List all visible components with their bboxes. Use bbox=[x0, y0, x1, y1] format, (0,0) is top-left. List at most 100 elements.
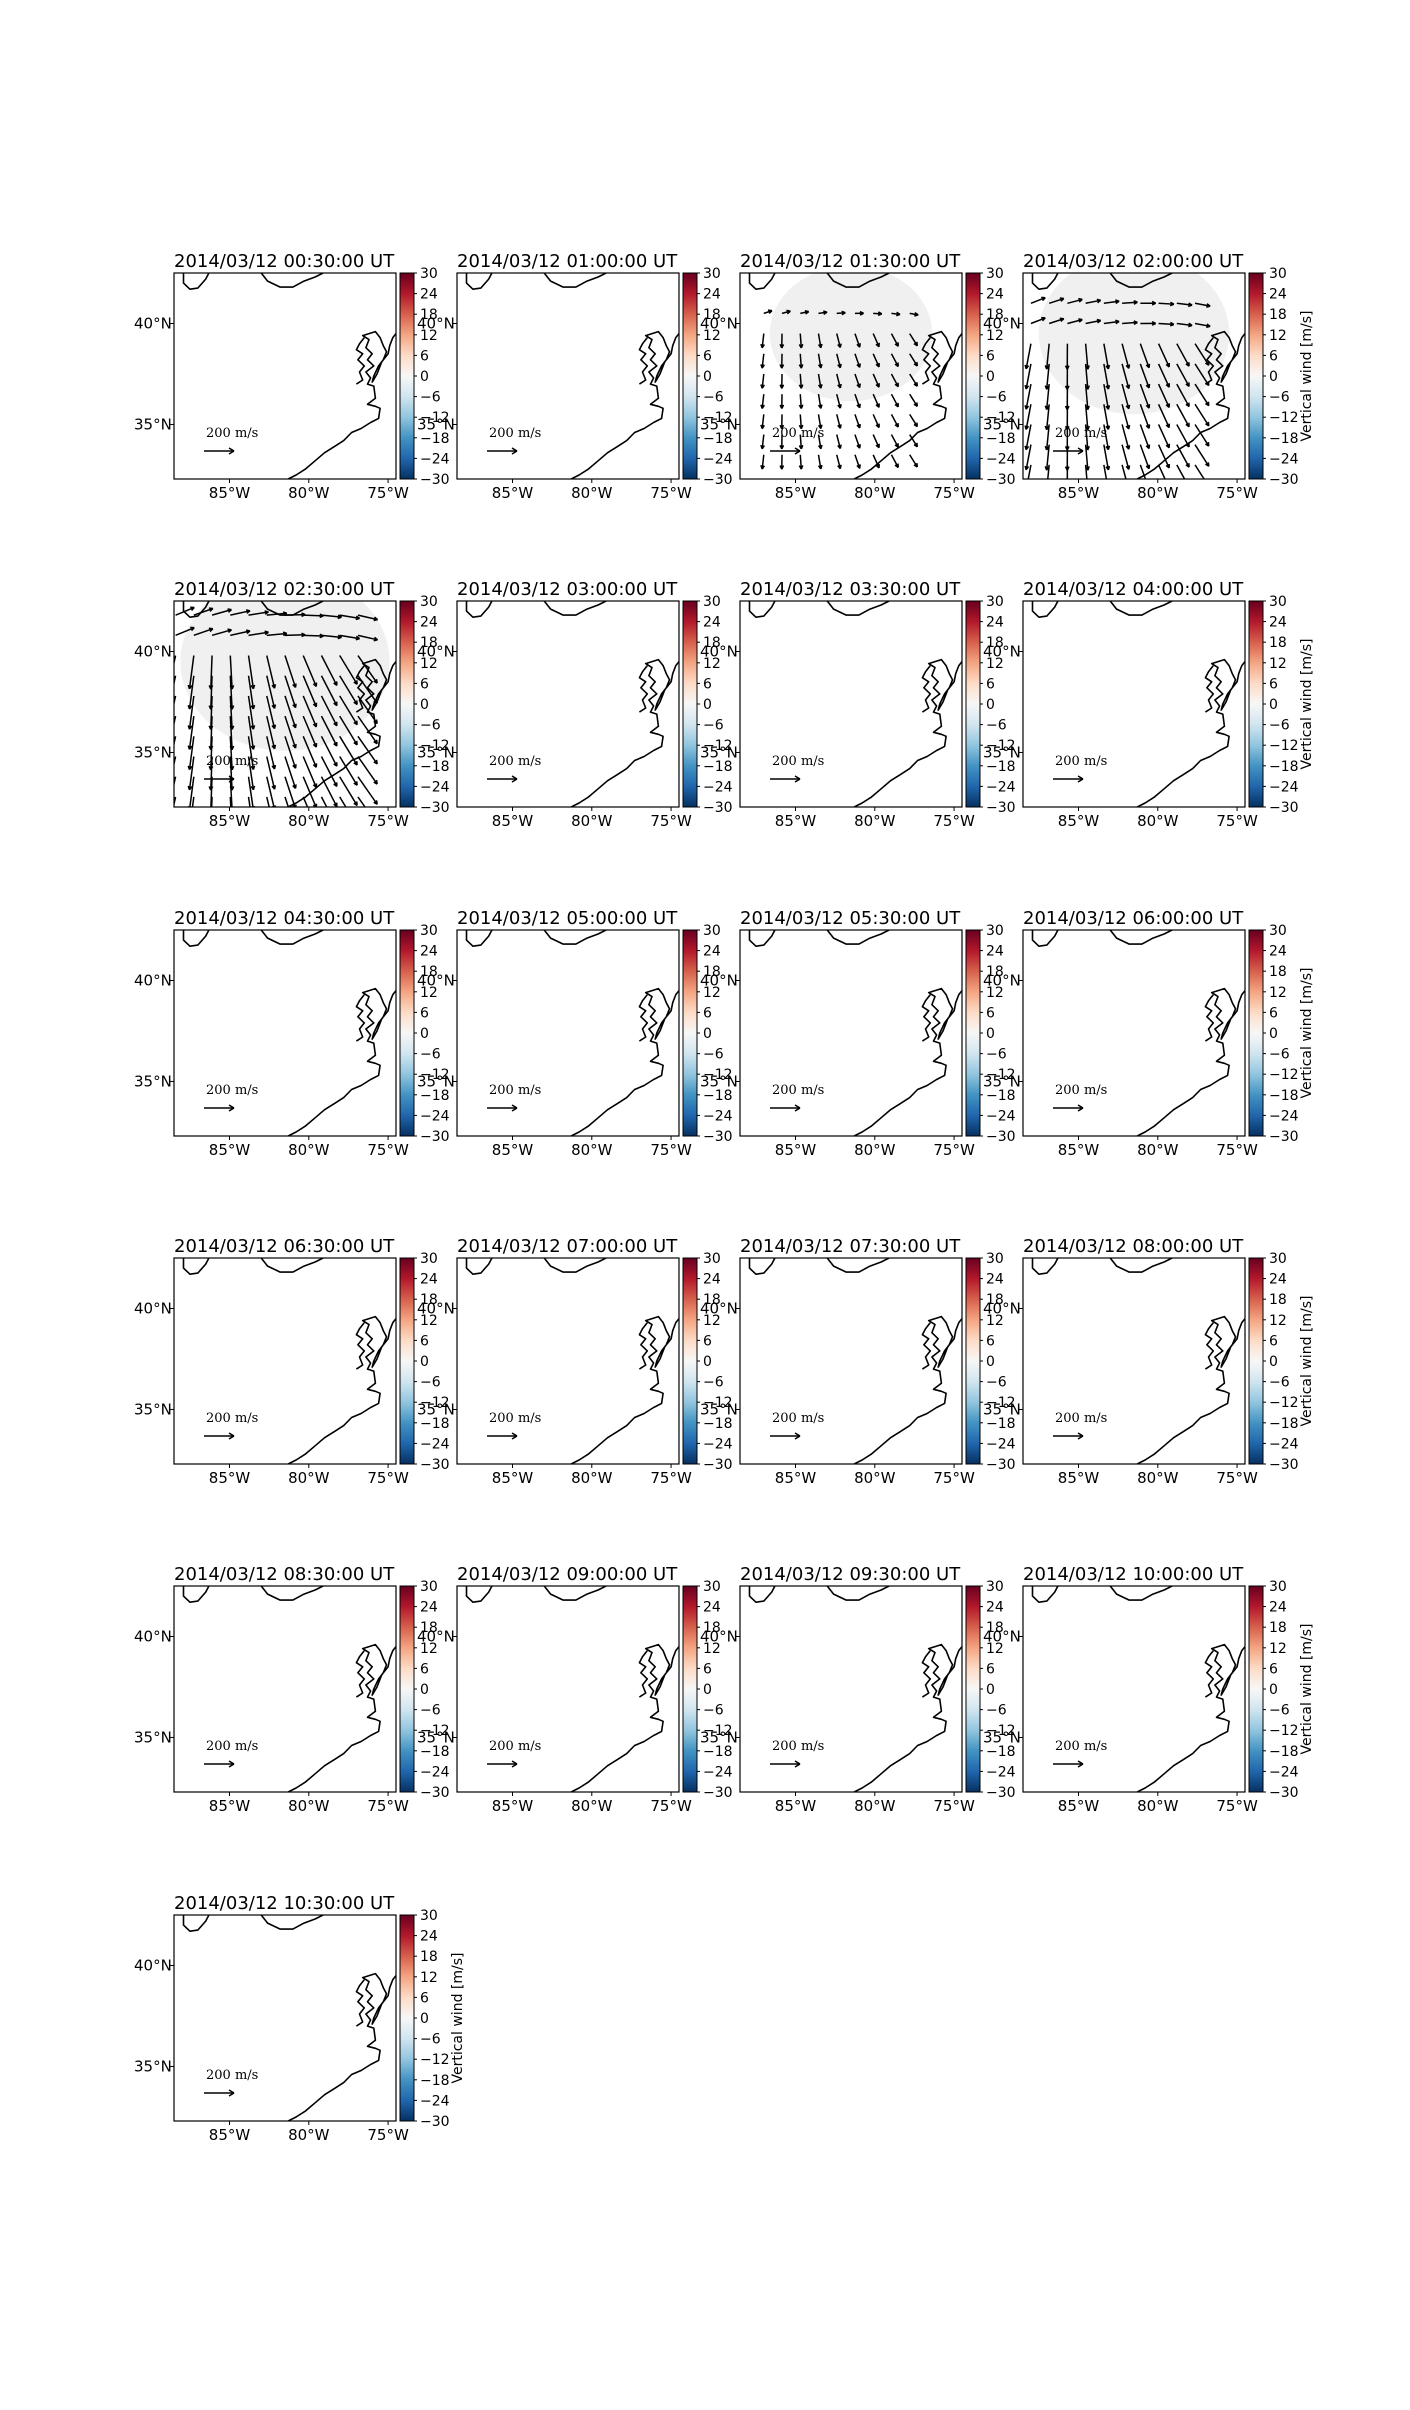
coastline-east bbox=[1136, 1315, 1245, 1464]
colorbar-tick-label: −24 bbox=[703, 779, 733, 795]
colorbar-tick-label: 18 bbox=[986, 1292, 1004, 1308]
wind-vector bbox=[890, 333, 899, 347]
colorbar-tick-label: −12 bbox=[420, 738, 450, 754]
lon-tick-label: 75°W bbox=[367, 484, 409, 502]
lon-tick-label: 75°W bbox=[1216, 484, 1258, 502]
coastline-east bbox=[287, 987, 396, 1136]
coastline-east bbox=[287, 1972, 396, 2121]
wind-vector bbox=[357, 715, 378, 745]
wind-vector bbox=[817, 373, 822, 389]
map-frame bbox=[456, 1585, 680, 1793]
wind-vector-head bbox=[353, 760, 358, 766]
wind-vector-head bbox=[894, 342, 899, 347]
wind-vector bbox=[1048, 318, 1065, 325]
colorbar-tick-label: 6 bbox=[703, 1005, 712, 1021]
wind-vector bbox=[909, 454, 918, 468]
colorbar-tick-label: 6 bbox=[420, 1333, 429, 1349]
wind-vector-head bbox=[1064, 365, 1070, 370]
colorbar-tick-label: −12 bbox=[703, 1723, 733, 1739]
colorbar-tick-label: 18 bbox=[986, 635, 1004, 651]
wind-vector bbox=[210, 695, 213, 730]
map-area bbox=[465, 1586, 679, 1792]
wind-vector bbox=[1194, 403, 1210, 427]
coastline-lake-michigan bbox=[1031, 930, 1059, 947]
wind-vector bbox=[1121, 343, 1130, 369]
colorbar-tick-label: 18 bbox=[703, 1620, 721, 1636]
wind-vector-head bbox=[877, 311, 883, 317]
map-frame bbox=[173, 272, 397, 480]
panel-title: 2014/03/12 01:30:00 UT bbox=[740, 251, 961, 272]
wind-vector bbox=[266, 736, 276, 770]
colorbar-tick-label: −24 bbox=[420, 1108, 450, 1124]
wind-vector-head bbox=[875, 403, 880, 408]
panel-title: 2014/03/12 05:00:00 UT bbox=[457, 908, 678, 929]
coastline-chesapeake bbox=[921, 1322, 932, 1370]
coastline-chesapeake bbox=[355, 994, 366, 1042]
colorbar-tick-label: 0 bbox=[1269, 1026, 1278, 1042]
wind-vector bbox=[836, 434, 842, 449]
lat-tick-label: 35°N bbox=[134, 1728, 172, 1746]
colorbar-tick-label: 18 bbox=[420, 307, 438, 323]
wind-vectors bbox=[167, 606, 379, 807]
wind-vector bbox=[1103, 424, 1110, 450]
colorbar bbox=[1248, 600, 1264, 808]
colorbar-tick-label: −24 bbox=[703, 1436, 733, 1452]
wind-vector-head bbox=[1044, 466, 1050, 471]
wind-vector-head bbox=[1165, 423, 1171, 429]
wind-vector-head bbox=[1044, 385, 1050, 390]
lat-tick-label: 40°N bbox=[700, 314, 738, 332]
wind-vector bbox=[872, 414, 880, 428]
colorbar-tick-label: 24 bbox=[703, 287, 721, 303]
lon-tick-label: 85°W bbox=[209, 812, 251, 830]
wind-vector bbox=[1067, 298, 1083, 305]
quiver-key-label: 200 m/s bbox=[206, 1083, 258, 1098]
wind-vector-head bbox=[312, 743, 318, 748]
wind-vector bbox=[1103, 320, 1120, 325]
lon-tick-label: 85°W bbox=[775, 1469, 817, 1487]
quiver-key-label: 200 m/s bbox=[772, 1411, 824, 1426]
wind-vector bbox=[799, 373, 803, 389]
wind-vector bbox=[1176, 403, 1190, 428]
wind-vector bbox=[1025, 363, 1032, 390]
colorbar-tick-label: 12 bbox=[420, 985, 438, 1001]
wind-vector-head bbox=[1165, 383, 1171, 388]
wind-vector-head bbox=[1059, 297, 1065, 302]
wind-vector bbox=[339, 756, 358, 786]
colorbar-tick-label: 6 bbox=[1269, 1005, 1278, 1021]
map-panel: 2014/03/12 04:00:00 UT 200 m/s 85°W 80°W 75°… bbox=[983, 579, 1315, 830]
wind-vector-head bbox=[1096, 318, 1102, 324]
colorbar-tick-label: −6 bbox=[1269, 1703, 1290, 1719]
wind-vector bbox=[193, 607, 214, 616]
quiver-key-arrowhead bbox=[228, 1432, 235, 1440]
wind-vector-head bbox=[894, 463, 899, 469]
wind-vector-head bbox=[1169, 321, 1175, 327]
colorbar-tick-label: 30 bbox=[703, 594, 721, 610]
wind-vector bbox=[1194, 343, 1210, 366]
quiver-key-arrowhead bbox=[794, 775, 801, 783]
wind-vector bbox=[890, 393, 899, 408]
wind-vector-head bbox=[1105, 405, 1111, 410]
quiver-key-arrowhead bbox=[228, 447, 235, 455]
lon-tick-label: 85°W bbox=[492, 484, 534, 502]
quiver-key-arrowhead bbox=[1077, 1432, 1084, 1440]
colorbar-tick-label: −18 bbox=[1269, 1088, 1299, 1104]
wind-vector bbox=[302, 796, 309, 807]
colorbar-tick-label: 6 bbox=[703, 348, 712, 364]
wind-vector-head bbox=[187, 765, 193, 771]
wind-vector-head bbox=[373, 739, 378, 745]
map-frame bbox=[1022, 1257, 1246, 1465]
map-frame bbox=[456, 600, 680, 808]
wind-vector bbox=[1194, 322, 1211, 328]
quiver-key-label: 200 m/s bbox=[1055, 1739, 1107, 1754]
wind-vector-head bbox=[823, 310, 828, 316]
wind-vector-head bbox=[1106, 486, 1109, 490]
wind-vector bbox=[799, 394, 803, 409]
colorbar-tick-label: 24 bbox=[420, 287, 438, 303]
wind-vector-head bbox=[167, 725, 170, 729]
wind-vector-head bbox=[1044, 445, 1050, 451]
wind-vector bbox=[761, 454, 765, 470]
colorbar-tick-label: 6 bbox=[420, 1005, 429, 1021]
wind-vector-head bbox=[208, 725, 214, 730]
map-area bbox=[167, 601, 396, 807]
wind-vector-head bbox=[312, 702, 318, 708]
